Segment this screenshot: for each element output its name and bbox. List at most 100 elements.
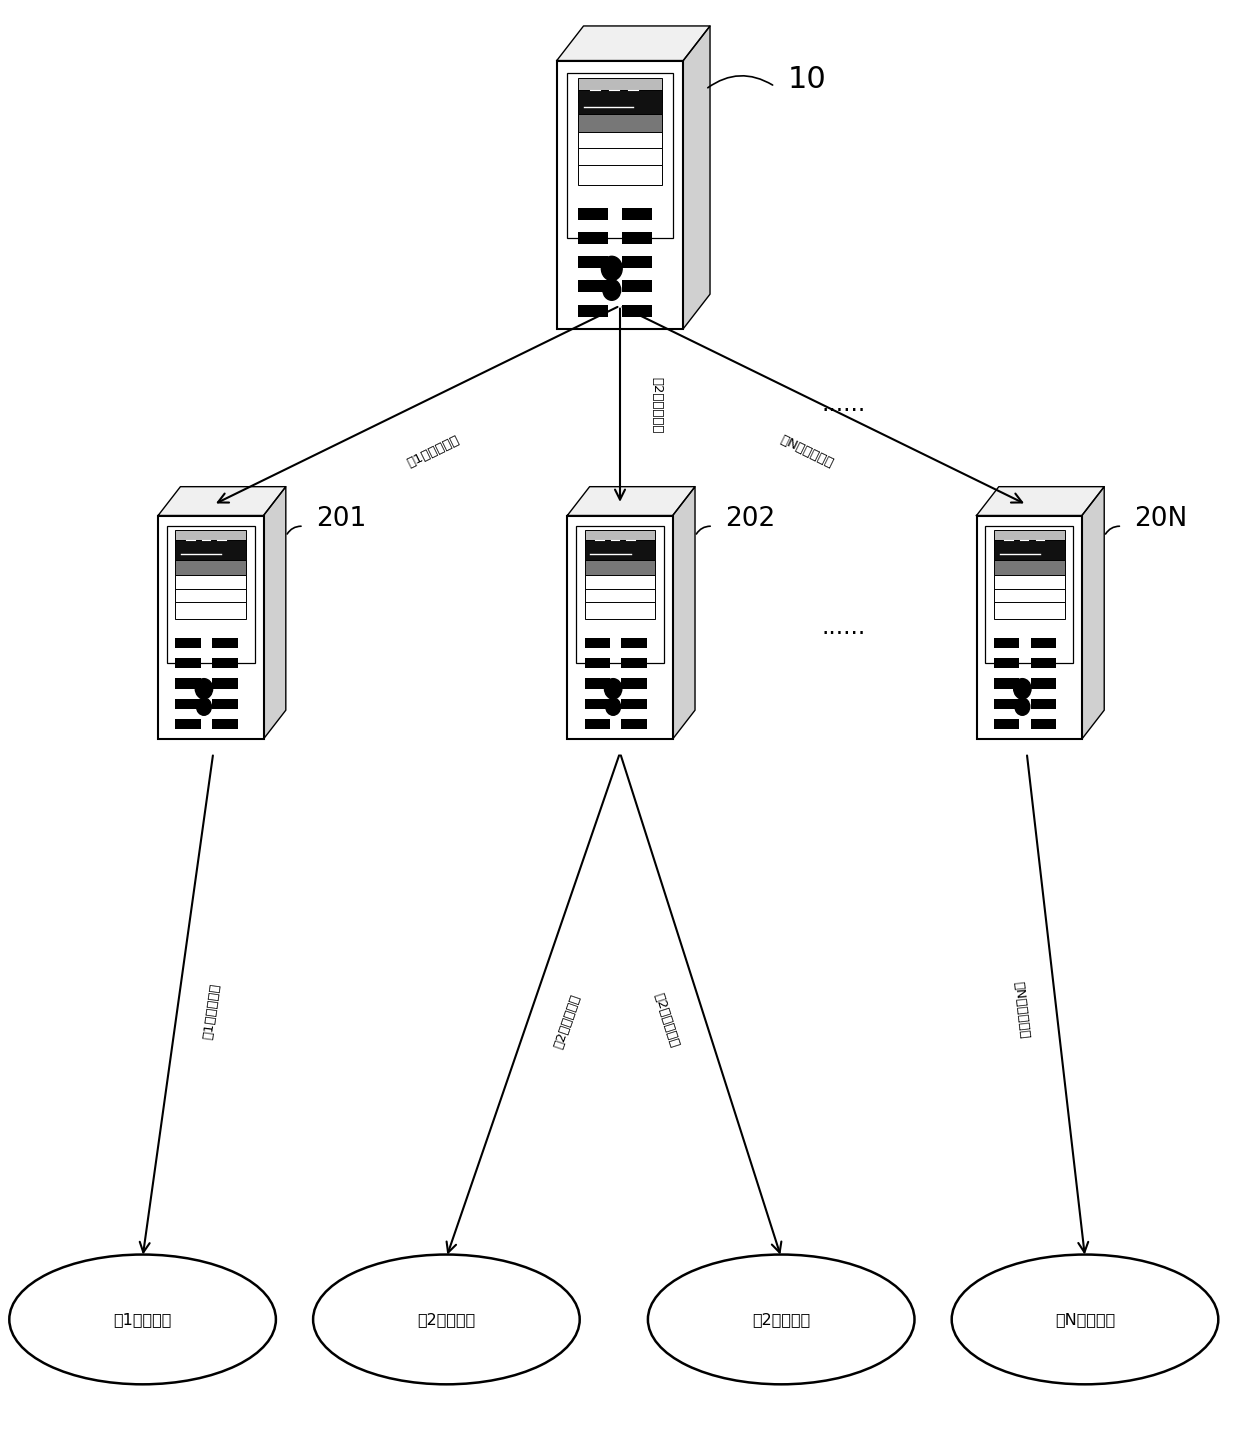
Text: 201: 201 — [316, 506, 367, 532]
Bar — [994, 637, 1019, 649]
Text: 第1类执行接口: 第1类执行接口 — [202, 982, 222, 1041]
Bar — [994, 658, 1019, 669]
Text: 第2类执行接口: 第2类执行接口 — [552, 992, 583, 1050]
Ellipse shape — [9, 1255, 275, 1384]
Bar — [621, 699, 647, 709]
Bar — [994, 699, 1019, 709]
Polygon shape — [672, 487, 694, 740]
Text: 202: 202 — [725, 506, 776, 532]
Bar — [994, 531, 1064, 551]
Bar — [585, 603, 656, 620]
Text: 第1类业务接口: 第1类业务接口 — [405, 434, 461, 470]
Bar — [176, 658, 201, 669]
Bar — [994, 559, 1064, 578]
Bar — [176, 588, 246, 606]
Bar — [994, 679, 1019, 689]
Bar — [994, 588, 1064, 606]
Bar — [585, 699, 610, 709]
Bar — [212, 658, 238, 669]
Bar — [621, 208, 652, 219]
Circle shape — [195, 679, 212, 699]
Polygon shape — [568, 487, 694, 516]
Bar — [578, 133, 662, 153]
Ellipse shape — [649, 1255, 915, 1384]
Bar — [585, 718, 610, 730]
Text: ......: ...... — [821, 616, 866, 639]
Bar — [985, 526, 1073, 663]
Bar — [176, 539, 246, 565]
Bar — [621, 304, 652, 317]
Bar — [585, 679, 610, 689]
Bar — [585, 531, 656, 551]
Polygon shape — [557, 26, 711, 61]
Bar — [567, 72, 673, 238]
Circle shape — [196, 698, 211, 715]
Bar — [1030, 679, 1056, 689]
Text: 第N类分拣机: 第N类分拣机 — [1055, 1312, 1115, 1327]
Bar — [578, 208, 608, 219]
Bar — [568, 516, 672, 740]
Bar — [621, 658, 647, 669]
Bar — [585, 637, 610, 649]
Text: 第2类分拣机: 第2类分拣机 — [753, 1312, 810, 1327]
Bar — [585, 575, 656, 593]
Text: 第2类分拣机: 第2类分拣机 — [418, 1312, 475, 1327]
Text: 第2类执行接口: 第2类执行接口 — [651, 991, 681, 1048]
Bar — [1030, 718, 1056, 730]
Bar — [621, 718, 647, 730]
Bar — [1030, 658, 1056, 669]
Circle shape — [603, 280, 621, 300]
Circle shape — [604, 679, 621, 699]
Text: ......: ...... — [821, 392, 866, 415]
Bar — [578, 149, 662, 169]
Bar — [585, 588, 656, 606]
Ellipse shape — [312, 1255, 580, 1384]
Polygon shape — [683, 26, 711, 329]
Bar — [578, 304, 608, 317]
Text: 第N类业务接口: 第N类业务接口 — [777, 433, 836, 470]
Bar — [176, 718, 201, 730]
Polygon shape — [1081, 487, 1105, 740]
Bar — [585, 658, 610, 669]
Bar — [176, 603, 246, 620]
Bar — [212, 699, 238, 709]
Polygon shape — [263, 487, 285, 740]
Bar — [1030, 637, 1056, 649]
Bar — [994, 575, 1064, 593]
Bar — [578, 89, 662, 121]
Text: 第1类分拣机: 第1类分拣机 — [113, 1312, 172, 1327]
Ellipse shape — [952, 1255, 1218, 1384]
Bar — [176, 679, 201, 689]
Bar — [212, 637, 238, 649]
Bar — [994, 539, 1064, 565]
Bar — [578, 114, 662, 136]
Bar — [176, 699, 201, 709]
Circle shape — [1014, 698, 1029, 715]
Bar — [621, 232, 652, 244]
Bar — [621, 637, 647, 649]
Bar — [621, 679, 647, 689]
Bar — [575, 526, 665, 663]
Bar — [176, 637, 201, 649]
Bar — [578, 164, 662, 185]
Bar — [159, 516, 263, 740]
Bar — [585, 539, 656, 565]
Bar — [578, 280, 608, 293]
Bar — [557, 61, 683, 329]
Text: 10: 10 — [787, 65, 826, 94]
Bar — [994, 603, 1064, 620]
Bar — [212, 718, 238, 730]
Bar — [1030, 699, 1056, 709]
Bar — [621, 280, 652, 293]
Circle shape — [601, 257, 622, 281]
Text: 20N: 20N — [1135, 506, 1188, 532]
Text: 第2类业务接口: 第2类业务接口 — [651, 376, 663, 434]
Circle shape — [605, 698, 620, 715]
Bar — [977, 516, 1081, 740]
Polygon shape — [977, 487, 1105, 516]
Bar — [621, 257, 652, 268]
Circle shape — [1013, 679, 1030, 699]
Bar — [578, 257, 608, 268]
Bar — [994, 718, 1019, 730]
Bar — [585, 559, 656, 578]
